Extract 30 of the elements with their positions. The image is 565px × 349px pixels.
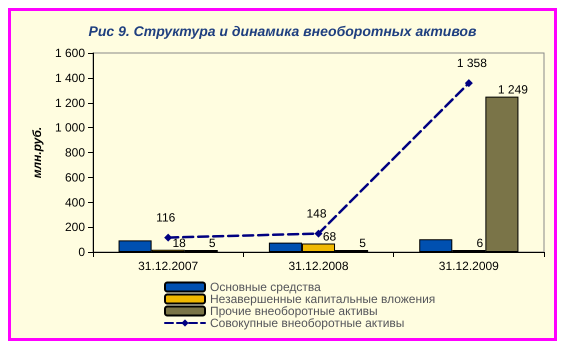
data-label: 1 249 (498, 82, 528, 97)
y-tick-label: 600 (64, 170, 86, 184)
y-tick-label: 1 600 (54, 46, 86, 60)
point (314, 230, 322, 238)
y-tick-label: 0 (78, 245, 86, 259)
legend-label: Основные средства (210, 280, 322, 294)
data-label: 5 (359, 236, 366, 250)
data-label: 5 (208, 236, 216, 250)
x-tick-label: 31.12.2007 (138, 259, 199, 273)
y-tick-label: 1 400 (54, 70, 86, 85)
legend-label: Прочие внеоборотные активы (210, 304, 378, 318)
point (464, 79, 473, 88)
y-tick-label: 200 (64, 220, 86, 234)
legend-label: Незавершенные капитальные вложения (210, 292, 436, 306)
x-tick-label: 31.12.2008 (288, 259, 349, 273)
chart-title: Рис 9. Структура и динамика внеоборотных активов (88, 23, 477, 39)
point (164, 234, 172, 242)
x-tick-label: 31.12.2009 (438, 259, 500, 273)
data-label: 1 358 (456, 56, 488, 70)
data-label: 148 (306, 206, 327, 221)
data-label: 18 (172, 236, 186, 250)
data-label: 68 (322, 230, 336, 244)
y-tick-label: 1 000 (54, 120, 86, 135)
y-axis-title: млн.руб. (30, 126, 44, 178)
y-tick-label: 800 (64, 146, 86, 160)
y-tick-label: 400 (64, 195, 86, 210)
data-label: 116 (156, 210, 176, 225)
y-tick-label: 1 200 (54, 96, 86, 110)
data-label: 6 (476, 236, 484, 250)
legend-label: Совокупные внеоборотные активы (210, 316, 404, 330)
